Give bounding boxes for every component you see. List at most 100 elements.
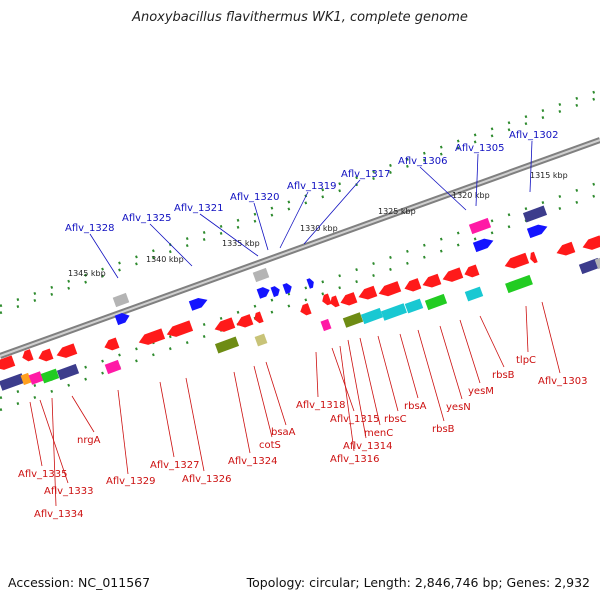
gene-block-9 bbox=[112, 292, 130, 308]
gene-arrow-blue-2 bbox=[188, 297, 208, 311]
top-gene-label-3: Aflv_1321 bbox=[174, 203, 224, 214]
kbp-label-6: 1320 kbp bbox=[452, 191, 490, 200]
top-leader-line-6 bbox=[303, 179, 361, 245]
gene-arrow-blue-6 bbox=[306, 278, 314, 289]
bottom-leader-line-1 bbox=[29, 401, 43, 467]
bottom-leader-line-21 bbox=[479, 315, 505, 368]
bottom-leader-line-14 bbox=[347, 339, 367, 439]
bottom-leader-line-22 bbox=[525, 305, 529, 353]
map-title: Anoxybacillus flavithermus WK1, complete… bbox=[132, 10, 468, 25]
bottom-gene-label-12: Aflv_1315 bbox=[330, 414, 380, 425]
bottom-leader-line-8 bbox=[233, 371, 251, 454]
gene-arrow-red-1 bbox=[0, 355, 16, 370]
top-leader-line-2 bbox=[149, 223, 193, 267]
gene-block-16 bbox=[424, 293, 448, 311]
gene-arrow-red-12 bbox=[322, 293, 332, 306]
gene-arrow-blue-5 bbox=[282, 283, 292, 295]
bottom-gene-label-13: Aflv_1316 bbox=[330, 454, 380, 465]
bottom-leader-line-17 bbox=[399, 333, 419, 399]
gene-block-10 bbox=[252, 267, 270, 283]
top-gene-label-6: Aflv_1317 bbox=[341, 169, 391, 180]
bottom-gene-label-6: Aflv_1327 bbox=[150, 460, 200, 471]
bottom-leader-line-19 bbox=[439, 325, 463, 400]
bottom-leader-line-20 bbox=[459, 319, 481, 384]
gene-block-8 bbox=[254, 333, 268, 347]
bottom-leader-line-7 bbox=[185, 377, 205, 472]
gene-block-13 bbox=[360, 307, 384, 325]
bottom-gene-label-17: rbsA bbox=[404, 401, 427, 412]
bottom-leader-line-5 bbox=[117, 389, 129, 475]
gene-arrow-red-13 bbox=[330, 295, 340, 308]
bottom-leader-line-9 bbox=[253, 365, 273, 438]
bottom-gene-label-5: Aflv_1329 bbox=[106, 476, 156, 487]
gene-arrow-blue-4 bbox=[270, 286, 280, 298]
bottom-leader-line-6 bbox=[159, 381, 175, 458]
kbp-label-5: 1325 kbp bbox=[378, 207, 416, 216]
gene-arrow-red-14 bbox=[340, 292, 358, 306]
top-gene-label-4: Aflv_1320 bbox=[230, 192, 280, 203]
gene-block-21 bbox=[468, 217, 492, 235]
gene-arrow-red-6 bbox=[138, 328, 166, 345]
gene-block-22 bbox=[522, 205, 548, 223]
gene-block-14 bbox=[381, 303, 407, 321]
bottom-gene-label-15: menC bbox=[364, 428, 393, 439]
kbp-label-1: 1345 kbp bbox=[68, 269, 106, 278]
gene-arrow-red-15 bbox=[358, 285, 378, 300]
bottom-gene-label-11: Aflv_1318 bbox=[296, 400, 346, 411]
gene-block-6 bbox=[104, 359, 122, 375]
top-gene-label-1: Aflv_1328 bbox=[65, 223, 115, 234]
bottom-gene-label-3: Aflv_1334 bbox=[34, 509, 84, 520]
bottom-gene-label-9: cotS bbox=[259, 440, 281, 451]
top-gene-label-7: Aflv_1306 bbox=[398, 156, 448, 167]
bottom-gene-label-1: Aflv_1335 bbox=[18, 469, 68, 480]
gene-block-7 bbox=[214, 336, 240, 354]
top-gene-label-9: Aflv_1302 bbox=[509, 130, 559, 141]
bottom-leader-line-12 bbox=[331, 347, 355, 412]
genome-backbone-highlight bbox=[0, 139, 600, 357]
kbp-label-4: 1330 kbp bbox=[300, 224, 338, 233]
gene-arrow-red-9 bbox=[236, 314, 254, 328]
top-leader-line-7 bbox=[419, 166, 467, 211]
bottom-gene-label-8: Aflv_1324 bbox=[228, 456, 278, 467]
bottom-gene-label-20: yesM bbox=[468, 386, 494, 397]
gene-arrow-red-10 bbox=[254, 311, 264, 324]
top-gene-label-2: Aflv_1325 bbox=[122, 213, 172, 224]
bottom-leader-line-13 bbox=[339, 345, 355, 452]
gene-block-5 bbox=[56, 363, 80, 381]
topology-label: Topology: circular; Length: 2,846,746 bp… bbox=[246, 575, 590, 590]
bottom-leader-line-10 bbox=[265, 361, 287, 426]
top-leader-line-9 bbox=[529, 140, 533, 193]
bottom-gene-label-18: rbsB bbox=[432, 424, 455, 435]
bottom-gene-label-2: Aflv_1333 bbox=[44, 486, 94, 497]
bottom-gene-label-23: Aflv_1303 bbox=[538, 376, 588, 387]
gene-block-18 bbox=[505, 274, 533, 294]
bottom-leader-line-11 bbox=[315, 351, 319, 398]
top-leader-line-3 bbox=[199, 213, 259, 257]
bottom-leader-line-3 bbox=[51, 397, 57, 507]
top-leader-line-8 bbox=[475, 153, 479, 207]
bottom-leader-line-4 bbox=[71, 395, 95, 433]
bottom-gene-label-14: Aflv_1314 bbox=[343, 441, 393, 452]
gene-block-11 bbox=[320, 318, 332, 332]
gene-block-15 bbox=[404, 298, 424, 314]
bottom-gene-label-21: rbsB bbox=[492, 370, 515, 381]
bottom-leader-line-15 bbox=[359, 337, 381, 426]
gene-block-4 bbox=[40, 368, 60, 384]
bottom-gene-label-16: rbsC bbox=[384, 414, 407, 425]
gene-arrow-blue-7 bbox=[472, 238, 494, 253]
kbp-label-2: 1340 kbp bbox=[146, 255, 184, 264]
bottom-leader-line-23 bbox=[541, 301, 561, 374]
gene-block-20 bbox=[594, 254, 600, 270]
bottom-gene-label-7: Aflv_1326 bbox=[182, 474, 232, 485]
bottom-gene-label-10: bsaA bbox=[271, 427, 296, 438]
gene-arrow-red-22 bbox=[530, 251, 538, 264]
accession-label: Accession: NC_011567 bbox=[8, 575, 151, 590]
gene-arrow-red-3 bbox=[38, 348, 54, 362]
gene-arrow-red-18 bbox=[422, 273, 442, 288]
gene-arrow-blue-1 bbox=[114, 313, 130, 326]
gene-arrow-red-2 bbox=[22, 349, 34, 362]
gene-arrow-red-17 bbox=[404, 278, 422, 292]
kbp-label-7: 1315 kbp bbox=[530, 171, 568, 180]
